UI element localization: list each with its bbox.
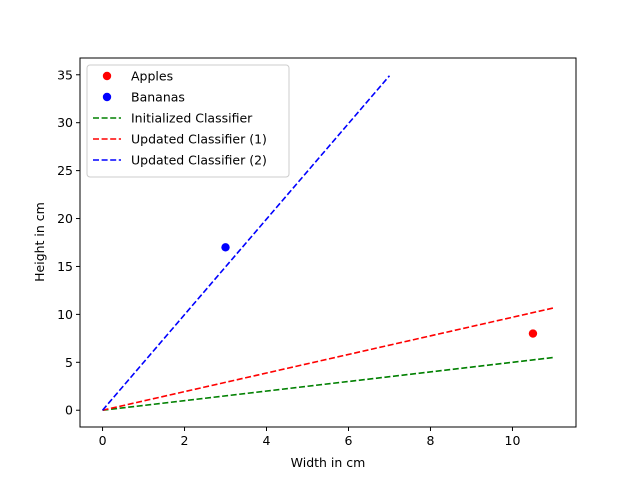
- apples-point: [528, 329, 538, 338]
- y-axis: 0 5 10 15 20 25 30 35: [57, 67, 80, 418]
- legend-marker: [102, 92, 112, 102]
- legend-item-initialized-classifier: Initialized Classifier: [93, 111, 253, 126]
- y-tick-label: 20: [57, 211, 73, 226]
- y-axis-label: Height in cm: [32, 202, 47, 282]
- legend-item-bananas: Bananas: [102, 90, 185, 105]
- y-tick-label: 35: [57, 67, 73, 82]
- x-tick-label: 2: [181, 433, 189, 448]
- legend-marker: [102, 71, 112, 81]
- legend-item-updated-classifier-1: Updated Classifier (1): [93, 132, 267, 147]
- x-axis: 0 2 4 6 8 10: [99, 427, 521, 448]
- updated-classifier-2-line: [101, 75, 391, 411]
- x-tick-label: 10: [505, 433, 521, 448]
- x-tick-label: 0: [99, 433, 107, 448]
- bananas-point: [221, 243, 230, 252]
- y-tick-label: 25: [57, 163, 73, 178]
- x-axis-label: Width in cm: [291, 455, 366, 470]
- y-tick-label: 5: [65, 355, 73, 370]
- legend-label: Updated Classifier (1): [131, 132, 267, 147]
- legend-label: Bananas: [131, 90, 185, 105]
- x-tick-label: 8: [427, 433, 435, 448]
- axes-frame: [79, 57, 577, 428]
- y-tick-label: 15: [57, 259, 73, 274]
- initialized-classifier-line: [102, 356, 554, 412]
- x-tick-label: 6: [345, 433, 353, 448]
- plot-area: [101, 75, 554, 412]
- legend-label: Updated Classifier (2): [131, 153, 267, 168]
- y-tick-label: 10: [57, 307, 73, 322]
- updated-classifier-1-line: [102, 307, 554, 412]
- legend-box: [86, 64, 290, 178]
- legend: Apples Bananas Initialized Classifier Updat…: [86, 64, 290, 178]
- legend-item-updated-classifier-2: Updated Classifier (2): [93, 153, 267, 168]
- legend-label: Initialized Classifier: [131, 111, 253, 126]
- y-tick-label: 0: [65, 403, 73, 418]
- y-tick-label: 30: [57, 115, 73, 130]
- x-tick-label: 4: [263, 433, 271, 448]
- legend-label: Apples: [131, 69, 173, 84]
- legend-item-apples: Apples: [102, 69, 173, 84]
